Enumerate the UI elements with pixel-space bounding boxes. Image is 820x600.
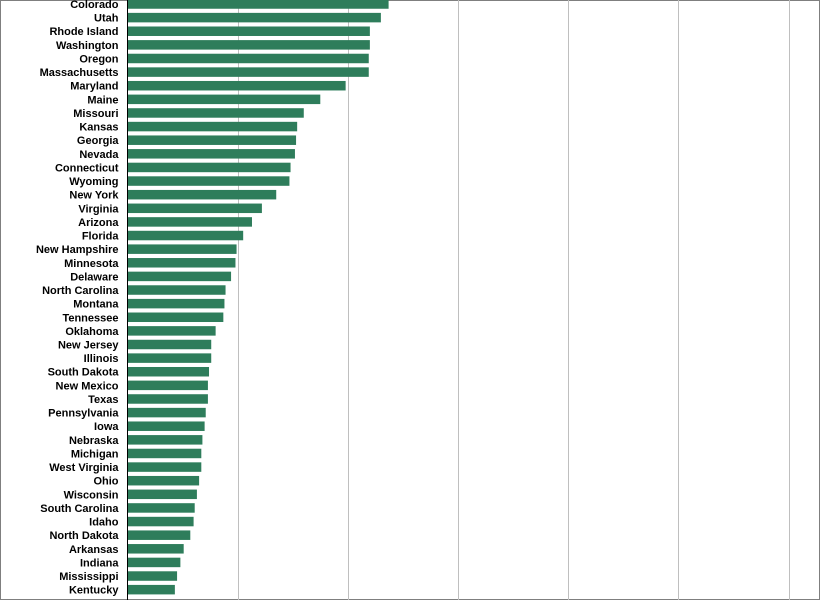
category-label-connecticut: Connecticut: [55, 162, 119, 174]
bar-mississippi: [127, 571, 178, 581]
bar-georgia: [127, 135, 297, 145]
gridlines: [238, 0, 790, 600]
bar-rhode-island: [127, 26, 370, 36]
category-label-illinois: Illinois: [84, 353, 119, 365]
category-label-virginia: Virginia: [78, 203, 119, 215]
bar-florida: [127, 230, 244, 241]
category-label-nebraska: Nebraska: [69, 435, 119, 447]
bar-virginia: [127, 203, 262, 214]
category-label-south-dakota: South Dakota: [48, 367, 120, 379]
bar-illinois: [127, 353, 212, 363]
bars: [127, 0, 389, 595]
bar-new-mexico: [127, 380, 208, 391]
bar-north-dakota: [127, 530, 191, 540]
category-label-maine: Maine: [87, 94, 118, 106]
category-label-florida: Florida: [82, 231, 120, 243]
category-label-south-carolina: South Carolina: [40, 503, 119, 515]
bar-kansas: [127, 121, 298, 132]
bar-texas: [127, 394, 208, 404]
category-label-ohio: Ohio: [93, 476, 118, 488]
category-label-michigan: Michigan: [71, 448, 119, 460]
category-label-washington: Washington: [56, 40, 119, 52]
bar-washington: [127, 40, 370, 50]
bar-kentucky: [127, 584, 175, 595]
category-label-pennsylvania: Pennsylvania: [48, 408, 119, 420]
bar-michigan: [127, 448, 202, 459]
category-label-kentucky: Kentucky: [69, 585, 119, 597]
category-label-wisconsin: Wisconsin: [64, 489, 119, 501]
bar-montana: [127, 298, 225, 309]
category-label-massachusetts: Massachusetts: [40, 67, 119, 79]
bar-maine: [127, 94, 321, 105]
bar-new-jersey: [127, 339, 212, 350]
bar-pennsylvania: [127, 407, 206, 418]
bar-wyoming: [127, 176, 290, 186]
bar-wisconsin: [127, 489, 197, 500]
category-label-oregon: Oregon: [79, 53, 118, 65]
category-label-texas: Texas: [88, 394, 118, 406]
bar-nebraska: [127, 435, 203, 445]
category-label-rhode-island: Rhode Island: [49, 26, 118, 38]
bar-arkansas: [127, 544, 184, 554]
bar-oklahoma: [127, 326, 216, 336]
bar-maryland: [127, 80, 346, 91]
category-label-montana: Montana: [73, 299, 119, 311]
bar-north-carolina: [127, 285, 226, 295]
category-label-wyoming: Wyoming: [69, 176, 118, 188]
bar-south-dakota: [127, 366, 210, 377]
bar-west-virginia: [127, 462, 202, 472]
bar-oregon: [127, 53, 369, 64]
category-label-idaho: Idaho: [89, 517, 119, 529]
bar-colorado: [127, 0, 389, 9]
category-label-new-jersey: New Jersey: [58, 340, 119, 352]
category-label-missouri: Missouri: [73, 108, 118, 120]
bar-utah: [127, 12, 381, 23]
category-label-georgia: Georgia: [77, 135, 119, 147]
category-label-minnesota: Minnesota: [64, 258, 119, 270]
category-label-mississippi: Mississippi: [59, 571, 118, 583]
bar-massachusetts: [127, 67, 369, 77]
bar-new-hampshire: [127, 244, 237, 254]
bar-indiana: [127, 557, 181, 568]
category-label-new-mexico: New Mexico: [56, 380, 119, 392]
category-label-north-dakota: North Dakota: [49, 530, 119, 542]
bar-minnesota: [127, 258, 236, 268]
category-label-utah: Utah: [94, 13, 119, 25]
category-label-indiana: Indiana: [80, 557, 119, 569]
bar-idaho: [127, 516, 194, 527]
bar-new-york: [127, 189, 277, 200]
bar-missouri: [127, 108, 304, 118]
category-label-arizona: Arizona: [78, 217, 119, 229]
category-label-new-york: New York: [69, 190, 119, 202]
bar-tennessee: [127, 312, 224, 323]
category-label-north-carolina: North Carolina: [42, 285, 119, 297]
category-label-west-virginia: West Virginia: [49, 462, 119, 474]
bar-delaware: [127, 271, 232, 282]
category-label-maryland: Maryland: [70, 81, 118, 93]
category-label-iowa: Iowa: [94, 421, 119, 433]
bar-nevada: [127, 149, 295, 159]
bar-connecticut: [127, 162, 291, 173]
category-label-oklahoma: Oklahoma: [65, 326, 119, 338]
category-label-nevada: Nevada: [79, 149, 119, 161]
bar-iowa: [127, 421, 205, 431]
category-label-delaware: Delaware: [70, 271, 118, 283]
category-label-new-hampshire: New Hampshire: [36, 244, 119, 256]
category-label-arkansas: Arkansas: [69, 544, 119, 556]
category-label-kansas: Kansas: [79, 122, 118, 134]
bar-arizona: [127, 217, 252, 227]
bar-south-carolina: [127, 503, 195, 513]
bar-ohio: [127, 475, 200, 486]
category-label-colorado: Colorado: [70, 0, 119, 11]
category-label-tennessee: Tennessee: [62, 312, 118, 324]
